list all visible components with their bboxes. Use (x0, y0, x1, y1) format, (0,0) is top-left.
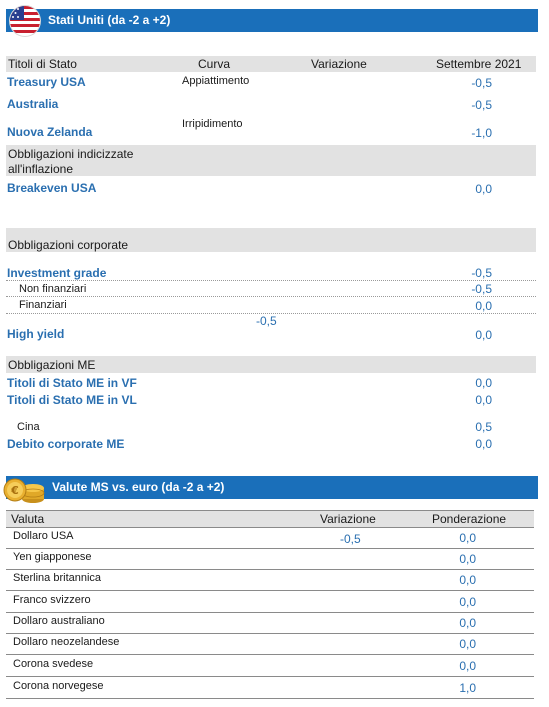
currency-name: Franco svizzero (13, 594, 91, 606)
row-value: 0,0 (475, 393, 492, 407)
coins-icon: € (3, 472, 45, 504)
svg-text:€: € (10, 484, 19, 497)
table-row: Yen giapponese 0,0 (6, 548, 534, 569)
row-value: -0,5 (471, 98, 492, 112)
corporate-header: Obbligazioni corporate (8, 238, 129, 252)
row-label: Debito corporate ME (7, 437, 125, 451)
row-value: 0,0 (475, 182, 492, 196)
row-divider (6, 590, 534, 591)
em-header: Obbligazioni ME (8, 358, 96, 372)
col-curva: Curva (198, 57, 231, 71)
row-value: -0,5 (471, 76, 492, 90)
row-label: Breakeven USA (7, 181, 97, 195)
row-divider (6, 569, 534, 570)
row-label: High yield (7, 327, 65, 341)
row-value: 0,0 (475, 437, 492, 451)
currency-name: Dollaro australiano (13, 615, 105, 627)
fx-col-ponderazione: Ponderazione (432, 512, 507, 526)
currency-weight: 0,0 (459, 552, 476, 566)
currency-name: Dollaro neozelandese (13, 636, 120, 648)
row-divider (6, 280, 536, 281)
currency-name: Yen giapponese (13, 551, 92, 563)
fx-col-valuta: Valuta (11, 512, 45, 526)
table-row: Corona norvegese 1,0 (6, 677, 534, 698)
row-divider (6, 296, 536, 297)
table-row: Corona svedese 0,0 (6, 655, 534, 676)
currency-weight: 0,0 (459, 595, 476, 609)
row-value: 0,0 (475, 328, 492, 342)
corporate-variation: -0,5 (256, 314, 277, 328)
fx-header-top-line (6, 510, 534, 511)
inflation-header: Obbligazioni indicizzate all'inflazione (8, 147, 134, 176)
section-us-title: Stati Uniti (da -2 a +2) (48, 13, 171, 27)
section-us-header (6, 9, 538, 32)
row-divider (6, 633, 534, 634)
currency-weight: 0,0 (459, 616, 476, 630)
table-row: Dollaro USA -0,5 0,0 (6, 527, 534, 548)
currency-weight: 0,0 (459, 531, 476, 545)
fx-column-header-band (6, 511, 534, 527)
row-curve: Appiattimento (182, 75, 250, 87)
row-label: Titoli di Stato ME in VL (7, 393, 137, 407)
table-row: Dollaro neozelandese 0,0 (6, 633, 534, 654)
row-value: 0,5 (475, 420, 492, 434)
row-value: -1,0 (471, 126, 492, 140)
currency-weight: 1,0 (459, 681, 476, 695)
currency-weight: 0,0 (459, 573, 476, 587)
currency-weight: 0,0 (459, 637, 476, 651)
row-divider (6, 612, 534, 613)
currency-name: Corona norvegese (13, 680, 104, 692)
em-band (6, 356, 536, 373)
row-label: Investment grade (7, 266, 107, 280)
currency-name: Dollaro USA (13, 530, 74, 542)
col-variazione: Variazione (311, 57, 367, 71)
currency-weight: 0,0 (459, 659, 476, 673)
currency-name: Sterlina britannica (13, 572, 102, 584)
row-curve: Irripidimento (182, 118, 243, 130)
col-titoli-di-stato: Titoli di Stato (8, 57, 77, 71)
row-value: -0,5 (471, 282, 492, 296)
table-row: Dollaro australiano 0,0 (6, 612, 534, 633)
fx-header-bottom-line (6, 527, 534, 528)
row-divider (6, 698, 534, 699)
row-label: Nuova Zelanda (7, 125, 93, 139)
row-divider (6, 676, 534, 677)
row-divider (6, 548, 534, 549)
row-value: 0,0 (475, 299, 492, 313)
row-divider (6, 654, 534, 655)
inflation-band (6, 145, 536, 176)
currency-name: Corona svedese (13, 658, 94, 670)
row-label: Non finanziari (19, 283, 87, 295)
corporate-band (6, 228, 536, 252)
section-fx-header (6, 476, 538, 499)
fx-col-variazione: Variazione (320, 512, 376, 526)
row-value: -0,5 (471, 266, 492, 280)
us-flag-icon (8, 4, 42, 38)
row-label: Cina (17, 421, 40, 433)
table-row: Sterlina britannica 0,0 (6, 569, 534, 590)
row-label: Titoli di Stato ME in VF (7, 376, 137, 390)
row-divider (6, 313, 536, 314)
row-value: 0,0 (475, 376, 492, 390)
section-fx-title: Valute MS vs. euro (da -2 a +2) (52, 480, 225, 494)
col-settembre-2021: Settembre 2021 (436, 57, 522, 71)
column-header-band (6, 56, 536, 72)
currency-variation: -0,5 (340, 532, 361, 546)
row-label: Treasury USA (7, 75, 86, 89)
row-label: Finanziari (19, 299, 67, 311)
table-row: Franco svizzero 0,0 (6, 591, 534, 612)
row-label: Australia (7, 97, 59, 111)
